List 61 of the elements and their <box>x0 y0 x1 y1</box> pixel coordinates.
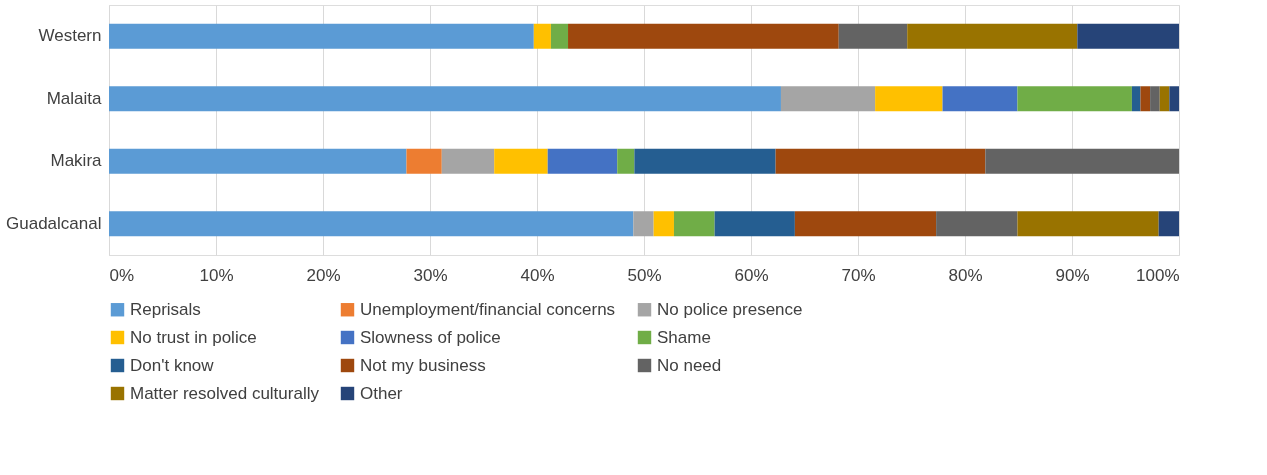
y-tick-label: Guadalcanal <box>6 213 102 233</box>
x-tick-label: 70% <box>841 265 876 285</box>
x-tick-label: 50% <box>627 265 662 285</box>
x-tick-label: 90% <box>1055 265 1090 285</box>
bar <box>1169 86 1179 112</box>
bar <box>109 23 534 49</box>
legend-label: Matter resolved culturally <box>130 383 320 403</box>
bar <box>634 148 776 174</box>
bar <box>1140 86 1151 112</box>
bar <box>533 23 551 49</box>
legend-label: Unemployment/financial concerns <box>360 299 616 319</box>
x-tick-label: 30% <box>413 265 448 285</box>
bar <box>547 148 618 174</box>
bar <box>942 86 1018 112</box>
bar <box>907 23 1078 49</box>
legend-label: Not my business <box>360 355 486 375</box>
legend-label: Reprisals <box>130 299 201 319</box>
x-tick-label: 10% <box>199 265 234 285</box>
legend-label: Don't know <box>130 355 215 375</box>
bar <box>1077 23 1179 49</box>
x-tick-label: 80% <box>948 265 983 285</box>
bar <box>633 211 654 237</box>
bar <box>1159 86 1170 112</box>
x-tick-label: 20% <box>306 265 341 285</box>
bar <box>617 148 635 174</box>
bar <box>653 211 674 237</box>
bar <box>775 148 986 174</box>
bar <box>673 211 715 237</box>
legend-label: Slowness of police <box>360 327 501 347</box>
bar <box>838 23 908 49</box>
bar <box>1017 86 1132 112</box>
bar <box>1150 86 1160 112</box>
bar <box>1158 211 1179 237</box>
legend-label: No need <box>657 355 722 375</box>
legend-label: No trust in police <box>130 327 257 347</box>
bar <box>875 86 943 112</box>
bar <box>568 23 839 49</box>
bar <box>109 86 781 112</box>
bar <box>780 86 876 112</box>
bar <box>109 211 634 237</box>
bar <box>714 211 795 237</box>
bar <box>494 148 548 174</box>
bar <box>441 148 495 174</box>
x-tick-label: 100% <box>1136 265 1180 285</box>
y-tick-label: Malaita <box>46 88 103 108</box>
x-tick-label: 0% <box>109 265 135 285</box>
bar <box>550 23 569 49</box>
y-tick-label: Western <box>38 26 102 46</box>
legend-label: Shame <box>657 327 711 347</box>
legend-label: Other <box>360 383 403 403</box>
bar <box>109 148 407 174</box>
bar <box>936 211 1018 237</box>
x-tick-label: 40% <box>520 265 555 285</box>
bar <box>1017 211 1159 237</box>
y-tick-label: Makira <box>50 151 103 171</box>
bar <box>1131 86 1141 112</box>
x-tick-label: 60% <box>734 265 769 285</box>
bar <box>406 148 442 174</box>
legend-label: No police presence <box>657 299 803 319</box>
bar <box>794 211 937 237</box>
bar <box>985 148 1179 174</box>
